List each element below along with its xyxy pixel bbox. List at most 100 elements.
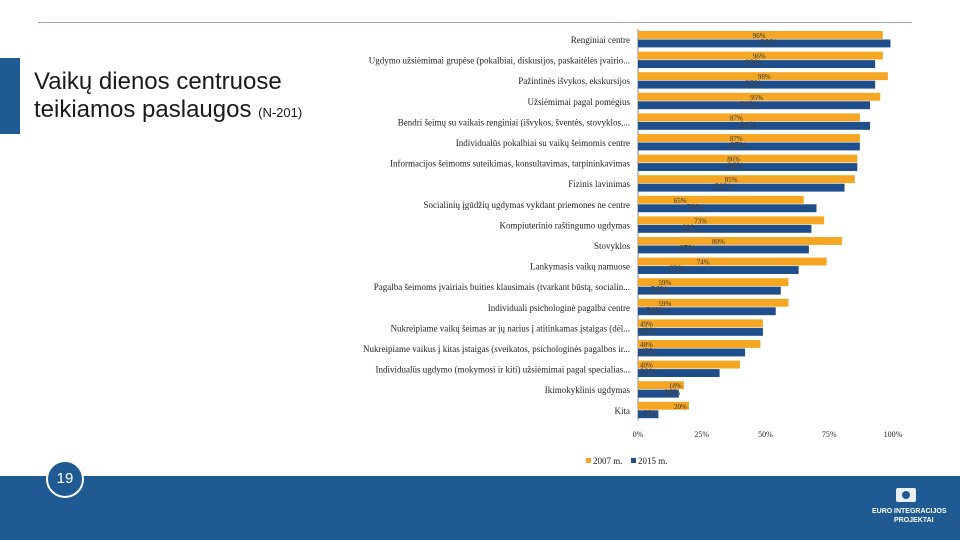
data-label-2007: 18%	[669, 382, 682, 390]
bar-2007-16	[638, 360, 740, 369]
bar-2007-0	[638, 31, 883, 39]
data-label-2015: 49%	[640, 326, 657, 336]
bar-2007-7	[638, 175, 855, 184]
bar-2015-11	[638, 266, 799, 274]
bar-2007-2	[638, 72, 888, 81]
data-label-2015: 68%	[681, 223, 698, 233]
bar-2015-5	[638, 142, 860, 151]
bar-2007-14	[638, 319, 763, 328]
top-rule	[38, 22, 912, 23]
data-label-2015: 67%	[679, 244, 696, 254]
data-label-2015: 91%	[740, 120, 757, 130]
bar-2007-5	[638, 134, 860, 142]
category-label: Individualūs pokalbiai su vaikų šeimomis…	[456, 138, 630, 148]
euro-integracijos-logo: EURO INTEGRACIJOS PROJEKTAI	[872, 486, 947, 526]
data-label-2015: 16%	[664, 388, 681, 398]
category-label: Stovyklos	[594, 241, 631, 251]
data-label-2015: 93%	[745, 79, 762, 89]
logo-mark-icon	[896, 488, 916, 502]
data-label-2015: 87%	[730, 141, 747, 151]
bar-2015-3	[638, 101, 871, 110]
category-label: Lankymasis vaikų namuose	[530, 262, 630, 272]
bar-2015-0	[638, 39, 891, 48]
bar-2007-1	[638, 51, 883, 60]
legend-label-2007: 2007 m.	[593, 456, 623, 466]
page-number: 19	[46, 460, 84, 498]
data-label-2007: 65%	[674, 197, 687, 205]
data-label-2007: 73%	[694, 217, 707, 225]
data-label-2007: 59%	[658, 300, 671, 308]
bar-2015-12	[638, 286, 781, 295]
bar-2015-14	[638, 327, 763, 336]
legend-swatch-2015	[631, 458, 636, 463]
category-label: Renginiai centre	[571, 35, 630, 45]
bar-2015-15	[638, 348, 746, 357]
bar-2015-8	[638, 204, 817, 213]
bar-2015-2	[638, 80, 876, 89]
bar-2007-8	[638, 195, 804, 204]
bar-2015-9	[638, 224, 812, 233]
data-label-2015: 63%	[669, 264, 686, 274]
data-label-2015: 8%	[643, 408, 656, 418]
bar-2015-4	[638, 121, 871, 130]
bar-2015-17	[638, 389, 679, 398]
data-label-2007: 96%	[753, 32, 766, 40]
data-label-2007: 48%	[640, 341, 653, 349]
bar-2007-10	[638, 237, 842, 245]
footer-band	[0, 476, 960, 540]
bar-2007-3	[638, 92, 881, 101]
logo-text-euro: EURO	[872, 508, 893, 515]
data-label-2015: 99%	[760, 38, 777, 48]
legend-swatch-2007	[586, 458, 591, 463]
category-label: Bendri šeimų su vaikais renginiai (išvyk…	[398, 117, 630, 127]
category-label: Užsiėmimai pagal pomėgius	[528, 97, 631, 107]
category-label: Pagalba šeimoms įvairiais buities klausi…	[374, 282, 630, 292]
bar-2007-18	[638, 401, 689, 410]
bar-2015-6	[638, 163, 858, 171]
bar-2007-13	[638, 298, 789, 307]
data-label-2007: 40%	[640, 362, 653, 370]
category-label: Ugdymo užsiėmimai grupėse (pokalbiai, di…	[369, 56, 630, 66]
bar-2007-9	[638, 216, 825, 225]
data-label-2007: 80%	[712, 238, 725, 246]
bar-chart: Renginiai centre 96%99% Ugdymo užsiėmimai …	[363, 29, 903, 466]
data-label-2007: 98%	[758, 73, 771, 81]
data-label-2015: 91%	[740, 99, 757, 109]
category-label: Nukreipiame vaikus į kitas įstaigas (sve…	[363, 344, 630, 354]
logo-text-integracijos: INTEGRACIJOS	[894, 508, 947, 515]
category-label: Kompiuterinio raštingumo ugdymas	[500, 220, 631, 230]
category-label: Ikimokyklinis ugdymas	[545, 385, 631, 395]
data-label-2015: 32%	[640, 367, 657, 377]
x-tick-label: 50%	[758, 430, 773, 439]
category-label: Pažintinės išvykos, ekskursijos	[518, 76, 630, 86]
data-label-2007: 85%	[725, 176, 738, 184]
bar-2015-13	[638, 307, 776, 316]
category-label: Individualūs ugdymo (mokymosi ir kiti) u…	[376, 365, 630, 375]
data-label-2015: 54%	[646, 305, 663, 315]
bar-2007-4	[638, 113, 860, 122]
category-label: Nukreipiame vaikų šeimas ar jų narius į …	[391, 323, 630, 333]
data-label-2015: 70%	[687, 202, 704, 212]
logo-text-projektai: PROJEKTAI	[894, 517, 934, 524]
x-tick-label: 75%	[822, 430, 837, 439]
bar-2007-15	[638, 340, 761, 348]
data-label-2007: 20%	[674, 403, 687, 411]
bar-2007-11	[638, 257, 827, 266]
category-label: Socialinių įgūdžių ugdymas vykdant priem…	[424, 200, 630, 210]
bar-2015-18	[638, 410, 659, 419]
legend-label-2015: 2015 m.	[638, 456, 668, 466]
bar-2015-10	[638, 245, 809, 254]
slide-subtitle: (N-201)	[258, 105, 303, 120]
data-label-2015: 93%	[745, 58, 762, 68]
bar-2015-7	[638, 183, 845, 192]
bar-2007-6	[638, 154, 858, 163]
bar-2015-16	[638, 369, 720, 377]
bar-2007-12	[638, 278, 789, 287]
category-label: Individuali psichologinė pagalba centre	[488, 303, 630, 313]
data-label-2015: 81%	[715, 182, 732, 192]
category-label: Fizinis lavinimas	[568, 179, 630, 189]
bar-2007-17	[638, 381, 684, 390]
data-label-2015: 56%	[651, 285, 668, 295]
data-label-2007: 95%	[750, 94, 763, 102]
x-tick-label: 25%	[694, 430, 709, 439]
